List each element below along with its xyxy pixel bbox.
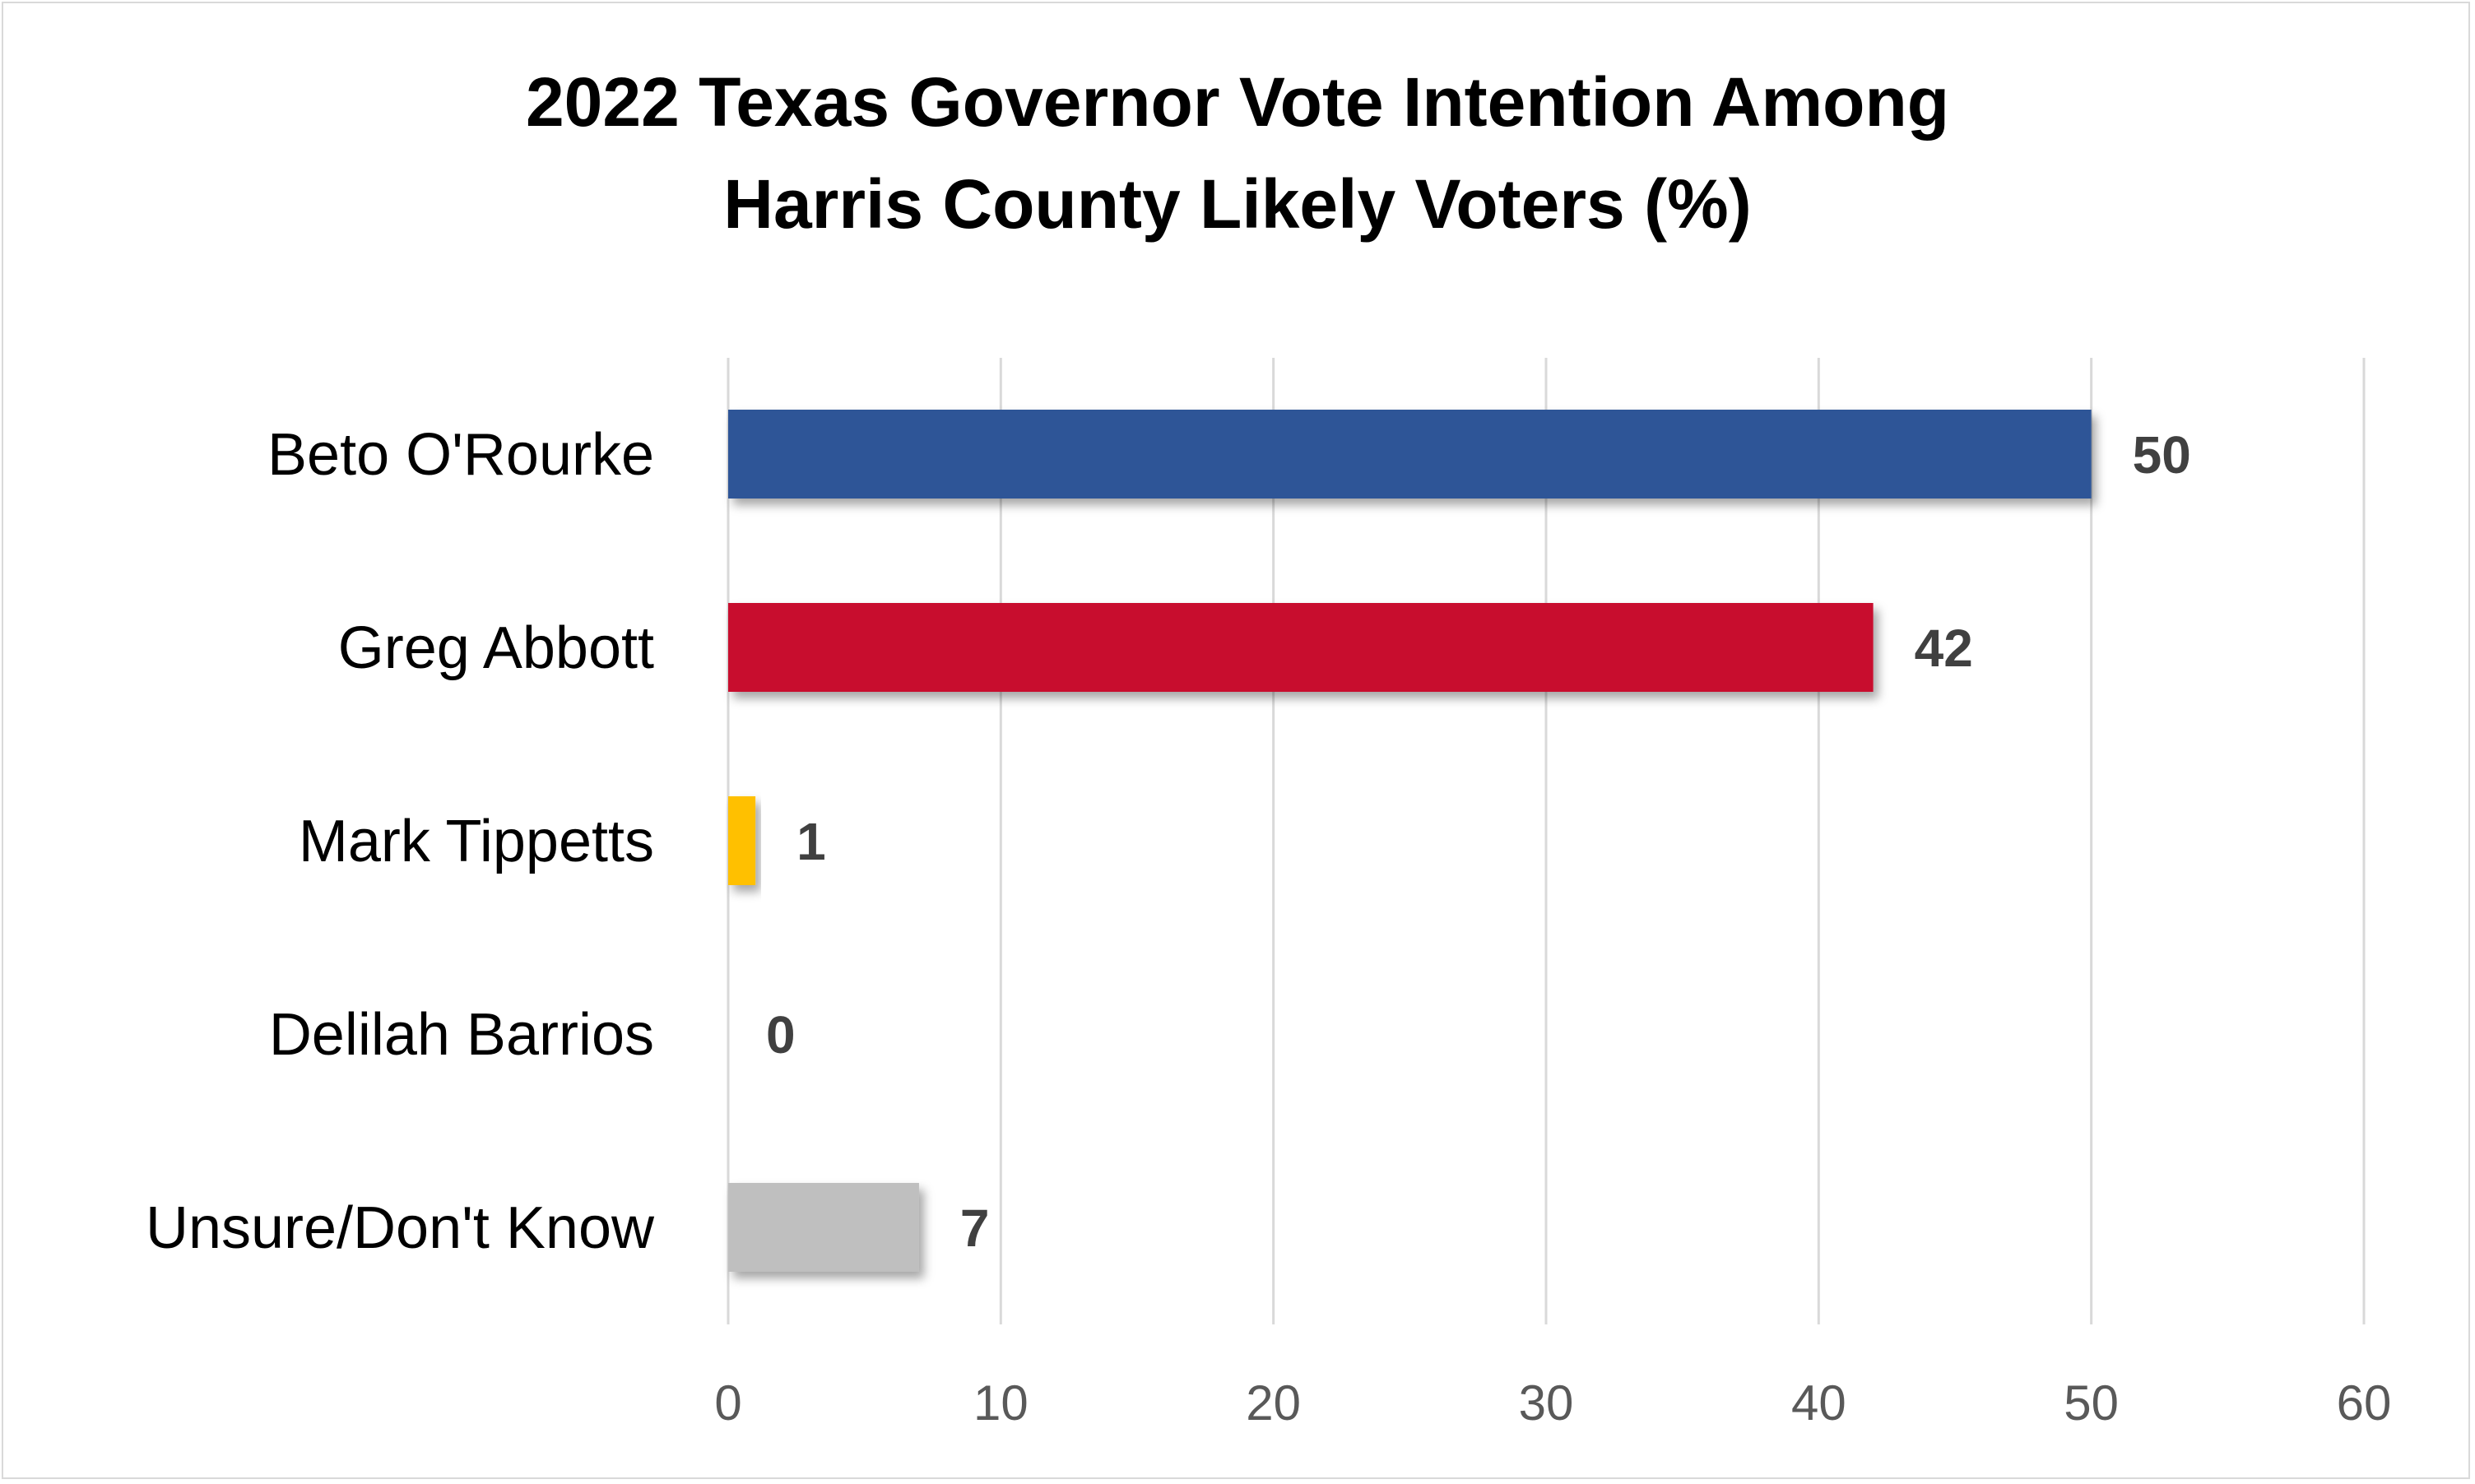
category-label: Delilah Barrios bbox=[269, 1002, 654, 1068]
data-label: 1 bbox=[796, 812, 826, 871]
data-label: 7 bbox=[960, 1199, 990, 1258]
x-tick-label: 30 bbox=[1519, 1375, 1574, 1431]
data-label: 42 bbox=[1915, 619, 1973, 678]
bars bbox=[728, 410, 2092, 1272]
bar bbox=[728, 410, 2092, 499]
data-label: 0 bbox=[766, 1005, 796, 1064]
bar bbox=[728, 796, 756, 885]
category-label: Beto O'Rourke bbox=[267, 422, 654, 488]
x-tick-label: 0 bbox=[714, 1375, 741, 1431]
data-label: 50 bbox=[2133, 425, 2191, 485]
bar bbox=[728, 603, 1874, 692]
x-tick-label: 60 bbox=[2337, 1375, 2392, 1431]
category-label: Unsure/Don't Know bbox=[146, 1195, 655, 1261]
chart-title: 2022 Texas Governor Vote Intention Among… bbox=[0, 51, 2475, 255]
category-label: Greg Abbott bbox=[338, 615, 654, 681]
bar bbox=[728, 1183, 919, 1272]
category-label: Mark Tippetts bbox=[299, 809, 654, 874]
data-labels: 50 42 1 0 7 bbox=[766, 425, 2191, 1258]
x-tick-label: 40 bbox=[1791, 1375, 1846, 1431]
chart-title-line-2: Harris County Likely Voters (%) bbox=[723, 165, 1752, 243]
x-tick-label: 50 bbox=[2064, 1375, 2119, 1431]
chart-title-line-1: 2022 Texas Governor Vote Intention Among bbox=[525, 63, 1950, 141]
x-axis-tick-labels: 0 10 20 30 40 50 60 bbox=[714, 1375, 2391, 1431]
x-tick-label: 10 bbox=[973, 1375, 1029, 1431]
x-tick-label: 20 bbox=[1246, 1375, 1301, 1431]
gridlines bbox=[727, 358, 2366, 1324]
y-axis-category-labels: Beto O'Rourke Greg Abbott Mark Tippetts Del… bbox=[146, 422, 655, 1261]
